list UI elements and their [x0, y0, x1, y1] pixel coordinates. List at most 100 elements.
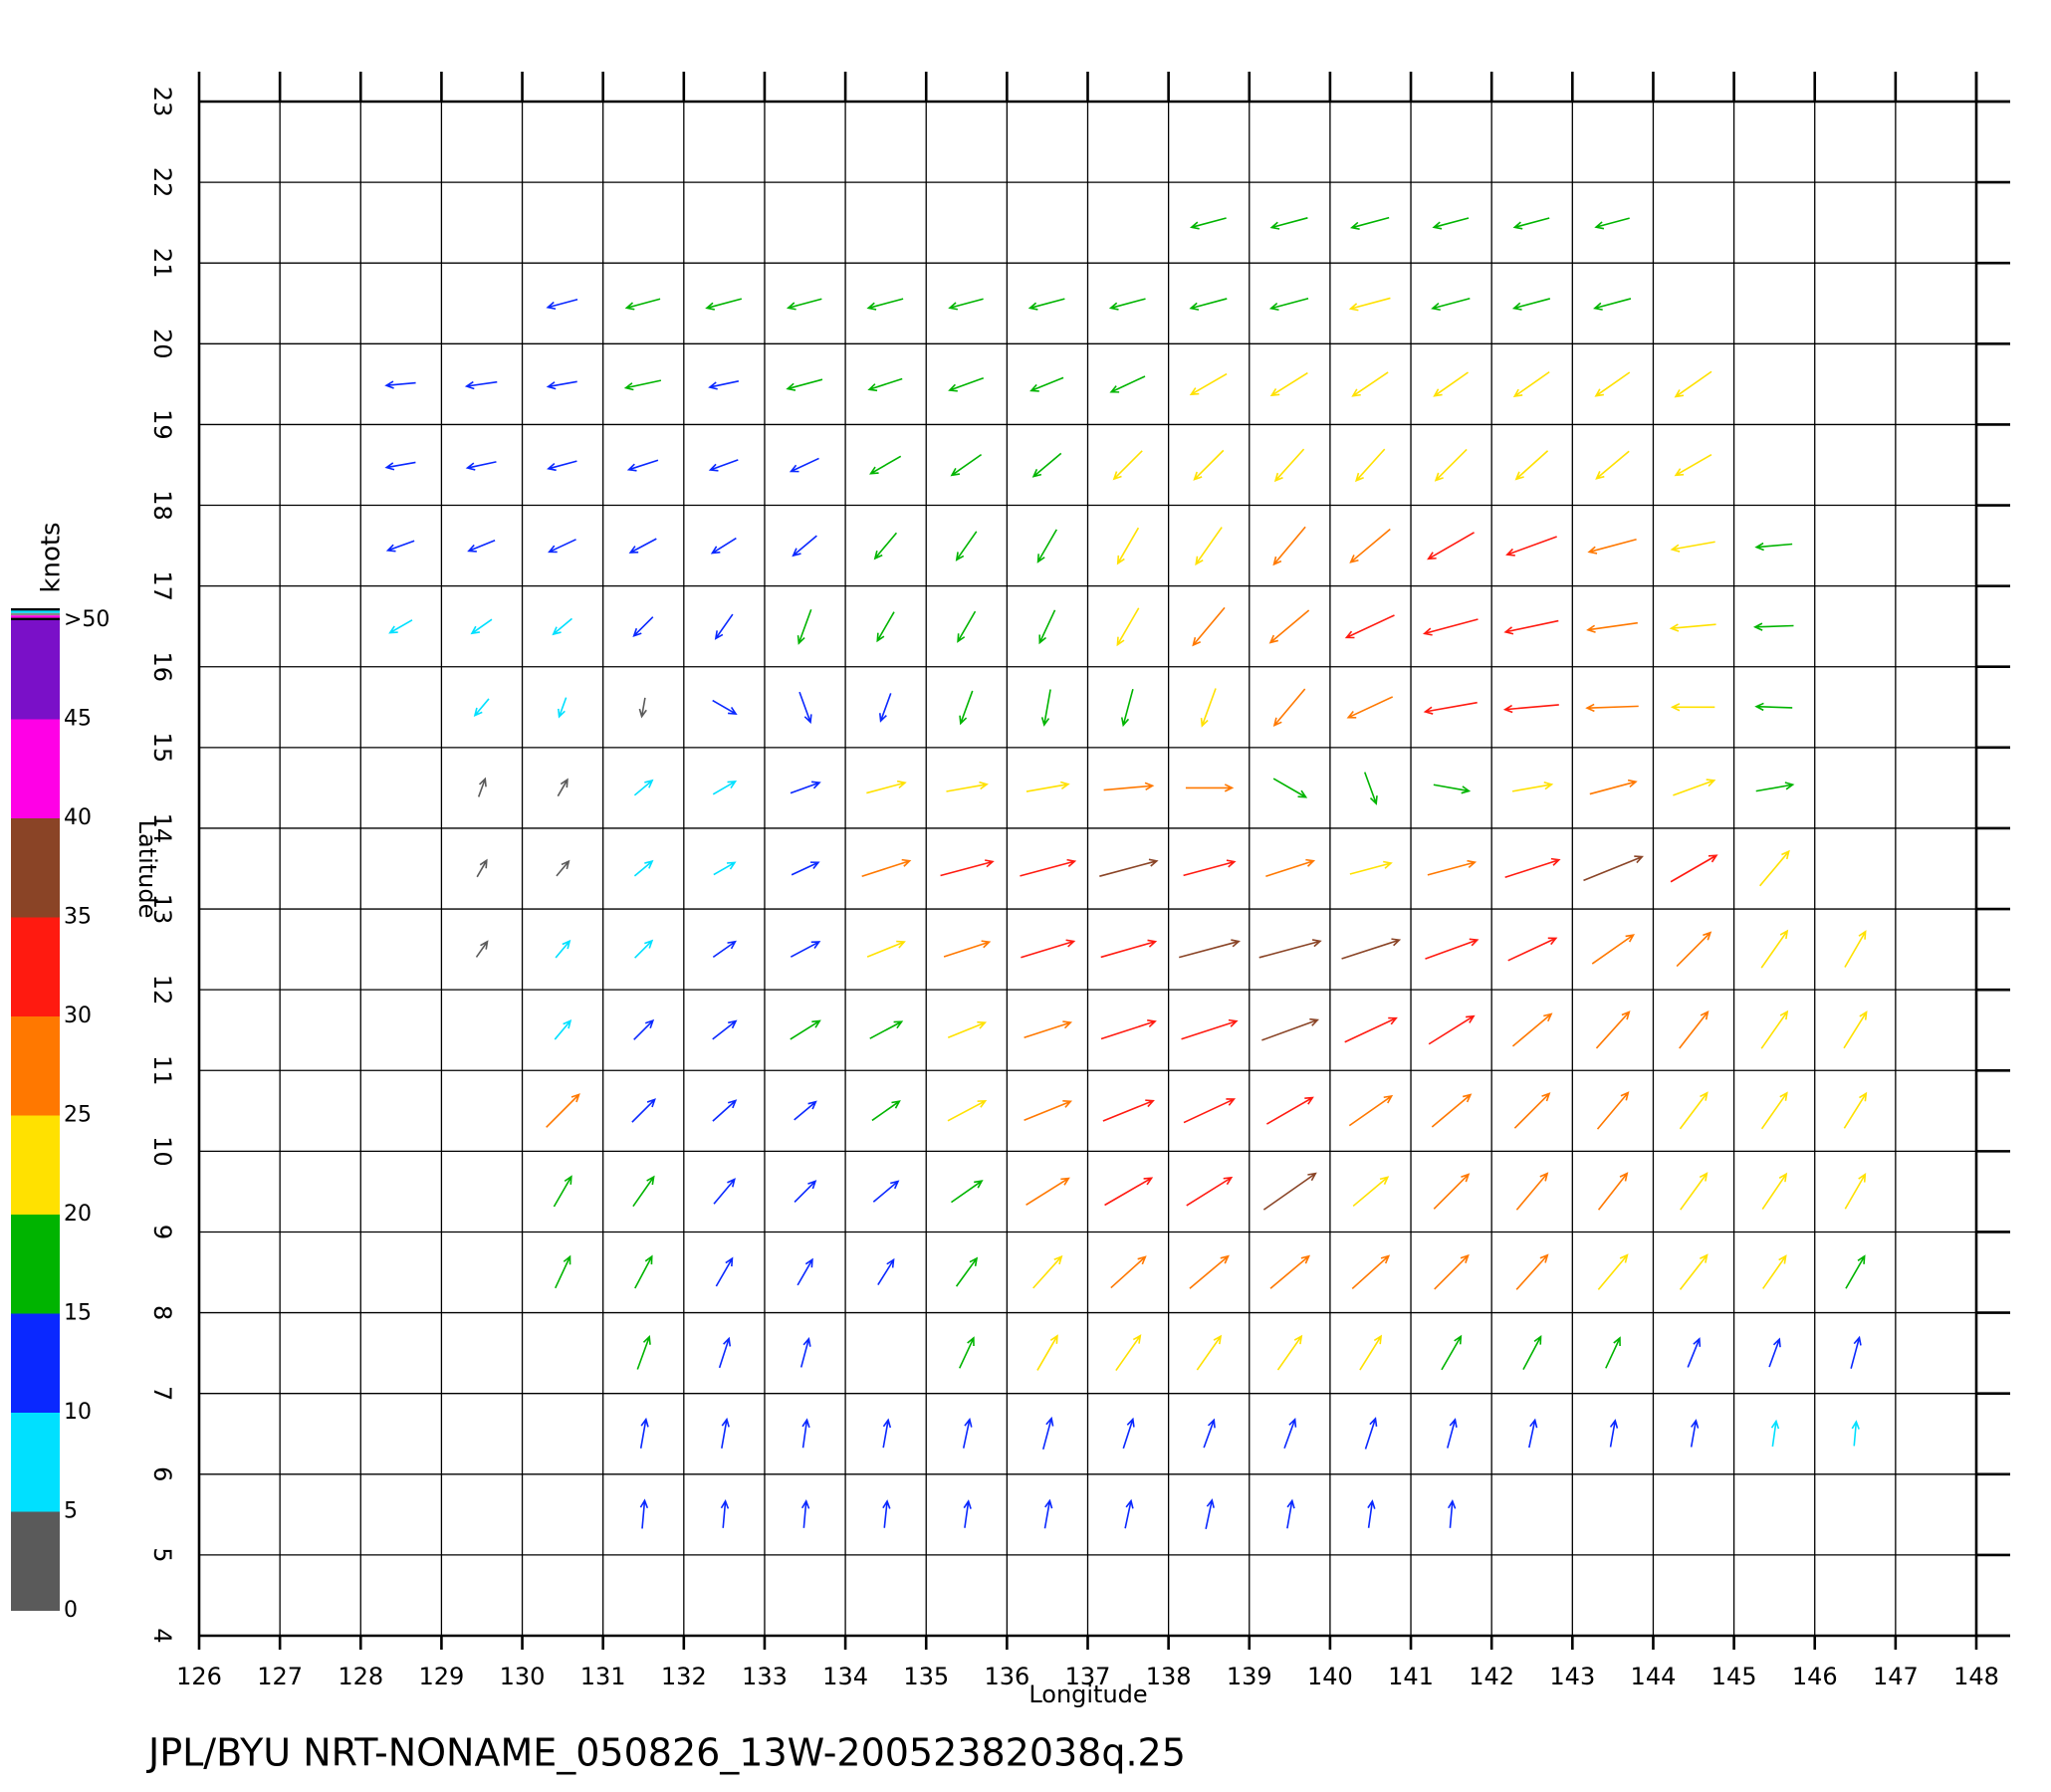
wind-vector — [473, 698, 490, 718]
map-title: JPL/BYU NRT-NONAME_050826_13W-2005238203… — [146, 1731, 1186, 1775]
wind-vector — [800, 1499, 810, 1528]
wind-vector — [1116, 607, 1140, 647]
wind-vector — [713, 861, 737, 876]
x-tick-label: 135 — [903, 1663, 949, 1690]
wind-vector — [1029, 376, 1064, 392]
wind-vector — [794, 1180, 817, 1203]
wind-vector — [1262, 1172, 1317, 1211]
wind-vector — [1687, 1337, 1702, 1368]
wind-vector — [872, 1180, 900, 1203]
colorbar-segment — [11, 719, 60, 818]
wind-vector — [1032, 1254, 1063, 1289]
wind-vector — [1595, 1010, 1631, 1049]
wind-vector — [1585, 703, 1639, 713]
wind-vector — [708, 380, 740, 390]
wind-vector — [1100, 939, 1158, 959]
wind-vector — [1341, 938, 1402, 960]
wind-vector — [1359, 1334, 1383, 1371]
wind-vector — [1760, 1091, 1788, 1130]
wind-vector — [388, 619, 413, 634]
wind-vector — [1594, 371, 1631, 397]
colorbar-label: 0 — [64, 1598, 78, 1623]
x-tick-label: 137 — [1065, 1663, 1111, 1690]
wind-vector — [1122, 1417, 1135, 1450]
wind-vector — [1441, 1334, 1463, 1371]
wind-vector — [1352, 1176, 1390, 1208]
wind-vector — [1189, 298, 1228, 311]
x-tick-label: 128 — [338, 1663, 383, 1690]
y-tick-label: 14 — [148, 813, 176, 844]
y-tick-label: 5 — [148, 1547, 176, 1562]
colorbar-label: 10 — [64, 1400, 92, 1425]
wind-vector — [959, 690, 974, 726]
wind-vector — [1502, 704, 1559, 714]
wind-vector — [548, 539, 576, 554]
wind-vector — [1434, 448, 1468, 482]
wind-vector — [465, 461, 497, 471]
wind-vector — [1428, 1014, 1476, 1045]
wind-vector — [556, 859, 570, 877]
wind-vector — [1597, 1172, 1629, 1211]
wind-vector — [1344, 614, 1395, 639]
wind-vector — [712, 940, 737, 959]
wind-vector — [1346, 696, 1394, 719]
wind-vector — [1036, 1334, 1058, 1371]
wind-vector — [947, 1099, 988, 1122]
colorbar-label: >50 — [64, 607, 110, 632]
wind-vector — [1431, 1093, 1473, 1128]
y-tick-label: 18 — [148, 490, 176, 521]
wind-vector — [1110, 1255, 1147, 1289]
wind-vector — [712, 781, 738, 795]
wind-vector — [384, 380, 416, 389]
wind-vector — [801, 1418, 810, 1449]
wind-vector — [633, 1018, 655, 1040]
colorbar-segment — [11, 1511, 60, 1611]
wind-vector — [1104, 1177, 1154, 1207]
wind-vector — [1349, 528, 1391, 563]
wind-vector — [1759, 849, 1790, 887]
wind-vector — [1116, 527, 1140, 565]
wind-vector — [626, 459, 659, 472]
colorbar-label: 30 — [64, 1004, 92, 1028]
wind-vector — [876, 611, 895, 643]
y-tick-label: 21 — [148, 248, 176, 279]
wind-vector — [1761, 1172, 1788, 1211]
wind-vector — [1120, 689, 1134, 728]
wind-vector — [634, 1254, 653, 1289]
wind-vector — [1431, 297, 1471, 312]
wind-vector — [1503, 619, 1559, 635]
wind-vector — [1351, 371, 1389, 397]
wind-vector — [1348, 1094, 1394, 1127]
wind-vector — [634, 939, 654, 959]
wind-vector — [1511, 1012, 1553, 1047]
wind-vector — [1448, 1499, 1457, 1528]
wind-vector — [1594, 217, 1630, 230]
wind-vector — [1605, 1336, 1621, 1369]
y-tick-label: 17 — [148, 570, 176, 601]
x-tick-label: 147 — [1873, 1663, 1919, 1690]
wind-vector — [869, 1020, 904, 1039]
wind-vector — [1024, 1100, 1073, 1122]
wind-vector — [955, 1256, 979, 1287]
wind-vector — [718, 1336, 732, 1369]
wind-vector — [789, 457, 819, 473]
wind-vector — [714, 613, 734, 640]
wind-vector — [1433, 1173, 1471, 1210]
wind-vector — [1192, 606, 1226, 647]
colorbar-segment — [11, 917, 60, 1016]
y-tick-label: 10 — [148, 1136, 176, 1167]
wind-vector — [1423, 701, 1478, 715]
wind-vector — [553, 1175, 572, 1208]
wind-vector — [1760, 1009, 1789, 1049]
wind-vector — [384, 461, 416, 471]
wind-vector — [794, 1100, 817, 1121]
y-tick-label: 19 — [148, 409, 176, 440]
wind-vector — [1195, 527, 1223, 566]
wind-vector — [1115, 1334, 1142, 1372]
wind-vector — [476, 858, 488, 878]
wind-vector — [1181, 1018, 1239, 1040]
wind-vector — [632, 1175, 655, 1208]
wind-vector — [1593, 298, 1632, 311]
wind-vector — [948, 376, 985, 392]
wind-vector — [1434, 1253, 1470, 1290]
